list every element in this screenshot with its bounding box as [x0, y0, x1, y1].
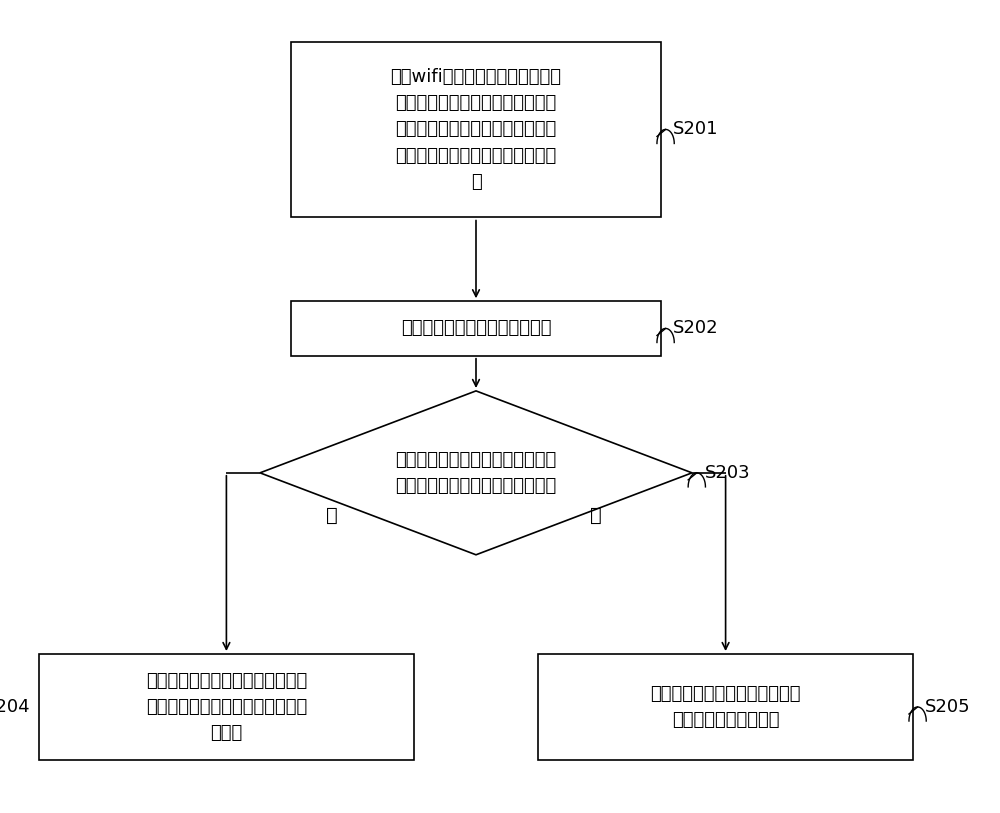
Text: 判断所述电话号码是否在预先存储
的电话信息数据库匹配联系人信息: 判断所述电话号码是否在预先存储 的电话信息数据库匹配联系人信息 — [395, 450, 557, 495]
Text: 是: 是 — [326, 506, 338, 525]
Text: S205: S205 — [925, 698, 971, 716]
Text: 否: 否 — [590, 506, 602, 525]
Bar — [291, 301, 661, 356]
Text: 将所述电话号码及相应的联系人信
息发送到与所述用户绑定的智能移
动终端: 将所述电话号码及相应的联系人信 息发送到与所述用户绑定的智能移 动终端 — [146, 672, 307, 742]
Bar — [538, 654, 913, 759]
Text: 接收wifi模块发送的当前固定电话
的状态信息，所述状态信息为当接
收到用户输入的状态信息解析指令
后，触发电话信号协议解析模块获
取: 接收wifi模块发送的当前固定电话 的状态信息，所述状态信息为当接 收到用户输入… — [390, 67, 562, 191]
Text: S201: S201 — [673, 120, 719, 138]
Bar — [291, 41, 661, 217]
Text: 提取所述状态信息中的电话号码: 提取所述状态信息中的电话号码 — [401, 320, 551, 337]
Text: 将所述电话号码发送到与所述用
户绑定的智能移动终端: 将所述电话号码发送到与所述用 户绑定的智能移动终端 — [650, 685, 801, 729]
Text: S202: S202 — [673, 320, 719, 337]
Text: S204: S204 — [0, 698, 30, 716]
Bar — [39, 654, 414, 759]
Text: S203: S203 — [704, 464, 750, 482]
Polygon shape — [260, 391, 692, 554]
